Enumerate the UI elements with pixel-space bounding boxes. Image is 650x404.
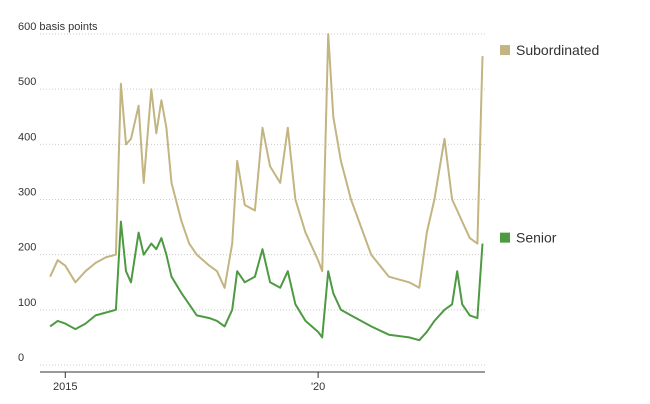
- legend-swatch: [500, 45, 510, 56]
- y-tick-label: 200: [18, 242, 36, 254]
- legend-label: Subordinated: [516, 42, 599, 58]
- x-tick-label: '20: [311, 381, 325, 393]
- y-tick-label: 100: [18, 297, 36, 309]
- x-tick-label: 2015: [53, 381, 77, 393]
- y-tick-label: 0: [18, 352, 24, 364]
- series-line: [49, 33, 484, 289]
- y-tick-label: 400: [18, 131, 36, 143]
- y-tick-label: 300: [18, 187, 36, 199]
- legend-swatch: [500, 232, 510, 243]
- series-line: [49, 220, 484, 342]
- y-tick-label: 600 basis points: [18, 21, 98, 33]
- y-tick-label: 500: [18, 76, 36, 88]
- legend-label: Senior: [516, 230, 557, 246]
